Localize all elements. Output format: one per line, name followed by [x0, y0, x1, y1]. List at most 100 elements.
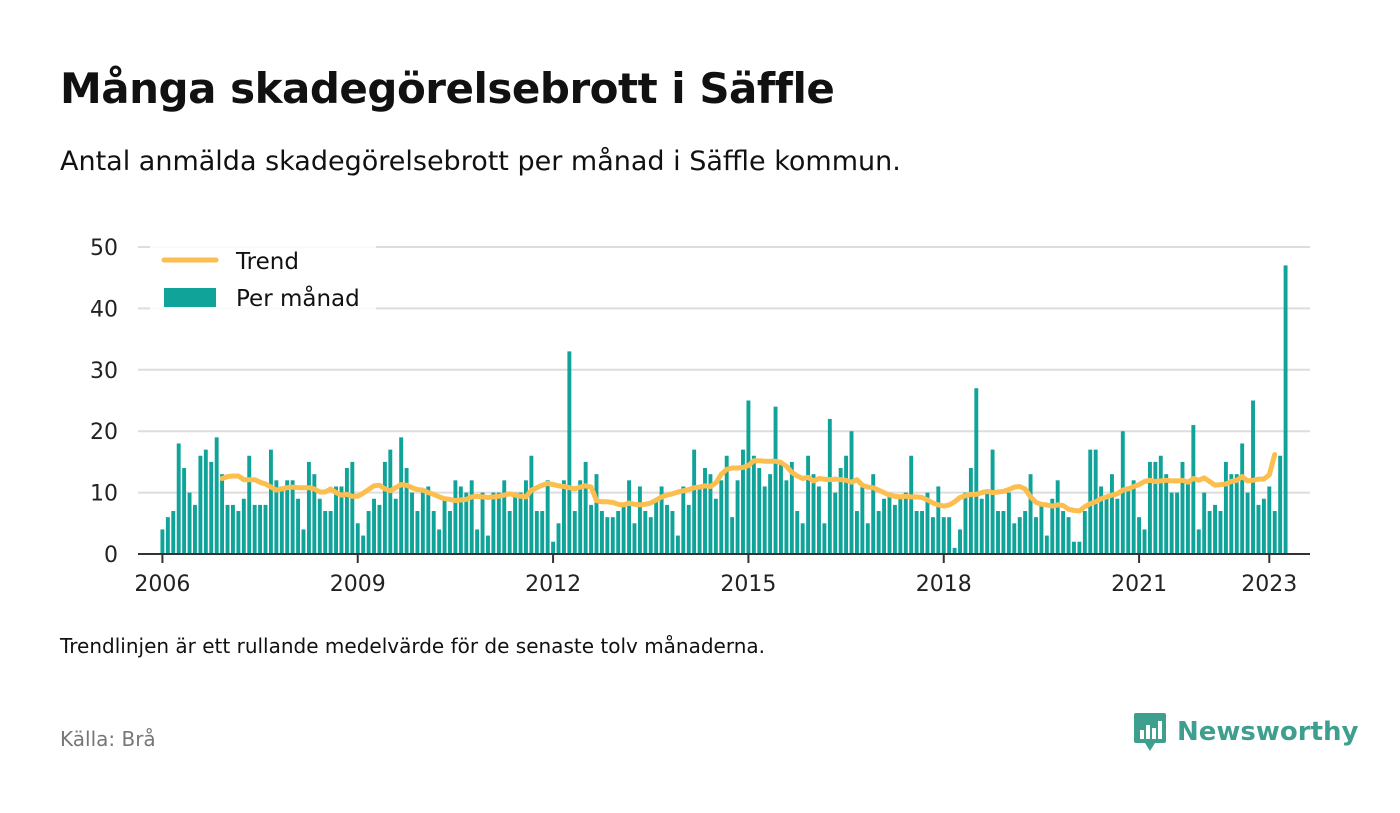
bar [285, 480, 290, 554]
bar [795, 511, 800, 554]
bar [507, 511, 512, 554]
bar [871, 474, 876, 554]
bar [247, 455, 252, 554]
bar [610, 517, 615, 554]
brand-name: Newsworthy [1177, 717, 1359, 747]
bar [583, 461, 588, 554]
bar [822, 523, 827, 554]
bar [1180, 461, 1185, 554]
bar [1012, 523, 1017, 554]
bar [675, 535, 680, 554]
bar [263, 504, 268, 554]
bar [789, 461, 794, 554]
bar [692, 449, 697, 554]
bar [990, 449, 995, 554]
bar [637, 486, 642, 554]
bar [524, 480, 528, 554]
bar [561, 480, 566, 554]
bar [909, 455, 914, 554]
bar [1142, 529, 1147, 554]
bar [231, 504, 235, 554]
bar [979, 498, 984, 554]
bar [171, 511, 176, 554]
bar [187, 492, 192, 554]
bar [469, 480, 474, 554]
bar [350, 461, 355, 554]
bar [496, 492, 501, 554]
bar [296, 498, 301, 554]
bar [160, 529, 165, 554]
bar [545, 480, 550, 554]
bar [681, 486, 686, 554]
bar [1191, 425, 1196, 554]
trend-series [219, 452, 1278, 514]
legend-trend-label: Trend [235, 249, 299, 275]
bar [741, 449, 745, 554]
bar [1218, 511, 1223, 554]
bar [1023, 511, 1028, 554]
bar [567, 351, 572, 554]
brand-logo[interactable]: Newsworthy [1133, 712, 1358, 752]
legend: Trend Per månad [150, 240, 376, 316]
bar [393, 498, 398, 554]
bar [306, 461, 311, 554]
bar [730, 517, 735, 554]
bar [920, 511, 924, 554]
bar [1272, 511, 1277, 554]
bar [659, 486, 664, 554]
bar [958, 529, 962, 554]
bar [952, 547, 957, 554]
bar [1283, 265, 1288, 554]
bar [279, 486, 284, 554]
x-axis [138, 553, 1310, 563]
bar [572, 511, 577, 554]
bar [621, 504, 626, 554]
bar [1072, 541, 1076, 554]
bar [854, 511, 859, 554]
bar [198, 455, 203, 554]
bar [985, 492, 990, 554]
bar [963, 492, 968, 554]
bar [415, 511, 420, 554]
bar [1153, 461, 1158, 554]
bar [1077, 541, 1082, 554]
bar [220, 474, 225, 554]
bar [486, 535, 490, 554]
bar [453, 480, 458, 554]
bar [779, 461, 783, 554]
bar [724, 455, 729, 554]
bar [941, 517, 946, 554]
x-axis-labels: 2006 2009 2012 2015 2018 2021 2023 [134, 572, 1297, 597]
bar [616, 511, 621, 554]
bar [399, 437, 404, 554]
bar [1185, 480, 1190, 554]
bar [176, 443, 181, 554]
bar [1164, 474, 1169, 554]
bar [936, 486, 941, 554]
bar [768, 474, 773, 554]
bar [382, 461, 387, 554]
bar [361, 535, 366, 554]
bar [502, 480, 507, 554]
bar [1213, 504, 1217, 554]
bar [214, 437, 219, 554]
bar [1061, 511, 1066, 554]
bar [1110, 474, 1114, 554]
bar [898, 498, 903, 554]
bar [654, 498, 659, 554]
bar [165, 517, 170, 554]
bar [339, 486, 344, 554]
bar [686, 504, 691, 554]
source-label: Källa: Brå [60, 727, 156, 751]
bar [643, 511, 648, 554]
bar [458, 486, 463, 554]
bar [388, 449, 393, 554]
bar [865, 523, 870, 554]
bar [1115, 498, 1120, 554]
bar [1001, 511, 1006, 554]
bar [806, 455, 811, 554]
bar [1158, 455, 1163, 554]
bar [1028, 474, 1033, 554]
bar [925, 492, 930, 554]
bar [556, 523, 561, 554]
